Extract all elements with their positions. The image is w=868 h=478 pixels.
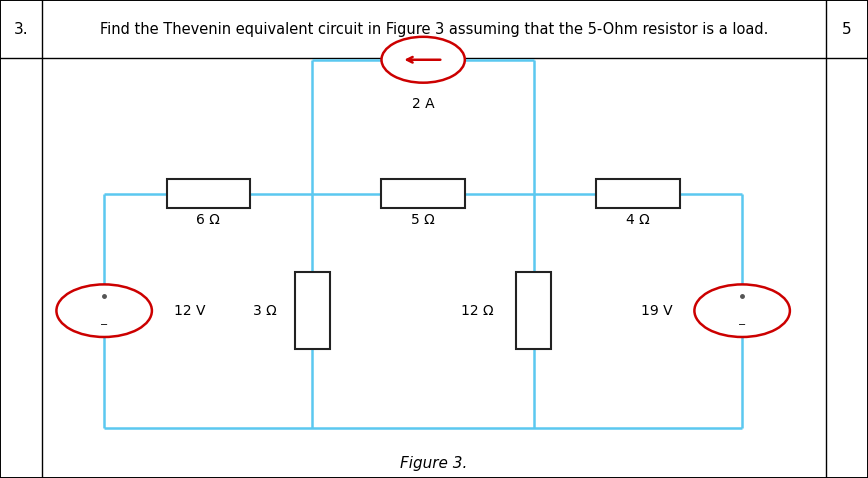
Text: 4 Ω: 4 Ω [626, 213, 650, 227]
Text: 2 A: 2 A [411, 97, 435, 111]
Circle shape [694, 284, 790, 337]
Text: 5 Ω: 5 Ω [411, 213, 435, 227]
Circle shape [382, 37, 465, 83]
Text: −: − [100, 320, 108, 330]
Text: 12 V: 12 V [174, 304, 205, 318]
Text: 3 Ω: 3 Ω [253, 304, 277, 318]
Circle shape [56, 284, 152, 337]
Bar [295, 272, 330, 349]
Bar [167, 179, 250, 208]
Text: Find the Thevenin equivalent circuit in Figure 3 assuming that the 5-Ohm resisto: Find the Thevenin equivalent circuit in … [100, 22, 768, 37]
Text: Figure 3.: Figure 3. [400, 456, 468, 471]
Bar [382, 179, 465, 208]
Text: 12 Ω: 12 Ω [461, 304, 494, 318]
Text: 6 Ω: 6 Ω [196, 213, 220, 227]
Bar [516, 272, 551, 349]
Text: 3.: 3. [14, 22, 28, 37]
Text: 19 V: 19 V [641, 304, 673, 318]
Text: −: − [738, 320, 746, 330]
Text: 5: 5 [842, 22, 852, 37]
Bar [596, 179, 680, 208]
